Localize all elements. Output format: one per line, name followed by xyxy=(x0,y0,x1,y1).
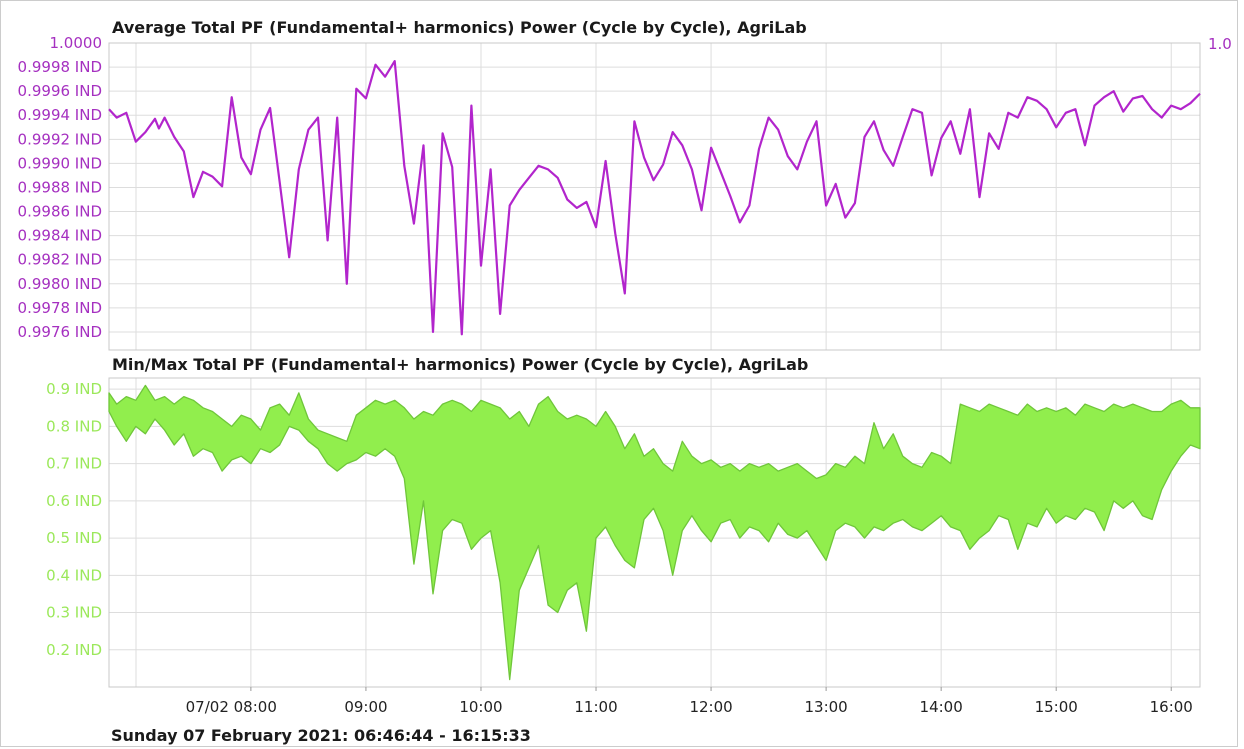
x-tick-label: 14:00 xyxy=(920,698,963,716)
minmax-y-tick-label: 0.2 IND xyxy=(46,641,102,659)
minmax-y-tick-label: 0.9 IND xyxy=(46,380,102,398)
minmax-y-tick-label: 0.5 IND xyxy=(46,529,102,547)
avg-plot-frame xyxy=(108,42,1201,351)
minmax-y-tick-label: 0.3 IND xyxy=(46,604,102,622)
avg-y-tick-label: 1.0000 xyxy=(50,34,103,52)
minmax-y-tick-label: 0.7 IND xyxy=(46,455,102,473)
avg-y-tick-label: 0.9986 IND xyxy=(18,203,102,221)
minmax-y-tick-label: 0.8 IND xyxy=(46,417,102,435)
x-tick-label: 07/02 08:00 xyxy=(186,698,277,716)
x-tick-label: 10:00 xyxy=(459,698,502,716)
avg-y-tick-label: 0.9996 IND xyxy=(18,82,102,100)
x-tick-label: 12:00 xyxy=(689,698,732,716)
avg-series-line xyxy=(108,60,1201,336)
x-tick-label: 09:00 xyxy=(344,698,387,716)
avg-y-axis: 1.0000 0.9998 IND 0.9996 IND 0.9994 IND 0.99… xyxy=(18,34,102,341)
avg-y-tick-label: 0.9988 IND xyxy=(18,178,102,196)
avg-chart-title: Average Total PF (Fundamental+ harmonics… xyxy=(112,18,807,37)
avg-y-tick-label: 0.9992 IND xyxy=(18,130,102,148)
x-tick-label: 15:00 xyxy=(1035,698,1078,716)
x-tick-label: 11:00 xyxy=(574,698,617,716)
avg-y-tick-label: 0.9998 IND xyxy=(18,58,102,76)
avg-y-tick-label: 0.9976 IND xyxy=(18,323,102,341)
minmax-plot-frame xyxy=(108,377,1201,688)
minmax-y-tick-label: 0.4 IND xyxy=(46,566,102,584)
minmax-y-tick-label: 0.6 IND xyxy=(46,492,102,510)
avg-y-tick-label: 0.9984 IND xyxy=(18,227,102,245)
avg-chart: Average Total PF (Fundamental+ harmonics… xyxy=(18,18,1232,351)
avg-y-tick-label: 0.9990 IND xyxy=(18,154,102,172)
x-tick-label: 16:00 xyxy=(1150,698,1193,716)
x-tick-label: 13:00 xyxy=(804,698,847,716)
minmax-chart: Min/Max Total PF (Fundamental+ harmonics… xyxy=(46,355,1201,716)
minmax-y-axis: 0.9 IND 0.8 IND 0.7 IND 0.6 IND 0.5 IND 0.4 I… xyxy=(46,380,102,659)
date-range-footer: Sunday 07 February 2021: 06:46:44 - 16:1… xyxy=(111,726,531,745)
avg-right-axis-label: 1.0 xyxy=(1208,35,1232,53)
avg-y-tick-label: 0.9980 IND xyxy=(18,275,102,293)
avg-y-tick-label: 0.9978 IND xyxy=(18,299,102,317)
avg-y-tick-label: 0.9982 IND xyxy=(18,251,102,269)
minmax-chart-title: Min/Max Total PF (Fundamental+ harmonics… xyxy=(112,355,808,374)
avg-y-tick-label: 0.9994 IND xyxy=(18,106,102,124)
minmax-x-axis: 07/02 08:00 09:00 10:00 11:00 12:00 13:00 14:0… xyxy=(186,687,1193,716)
minmax-band-area xyxy=(108,384,1201,681)
